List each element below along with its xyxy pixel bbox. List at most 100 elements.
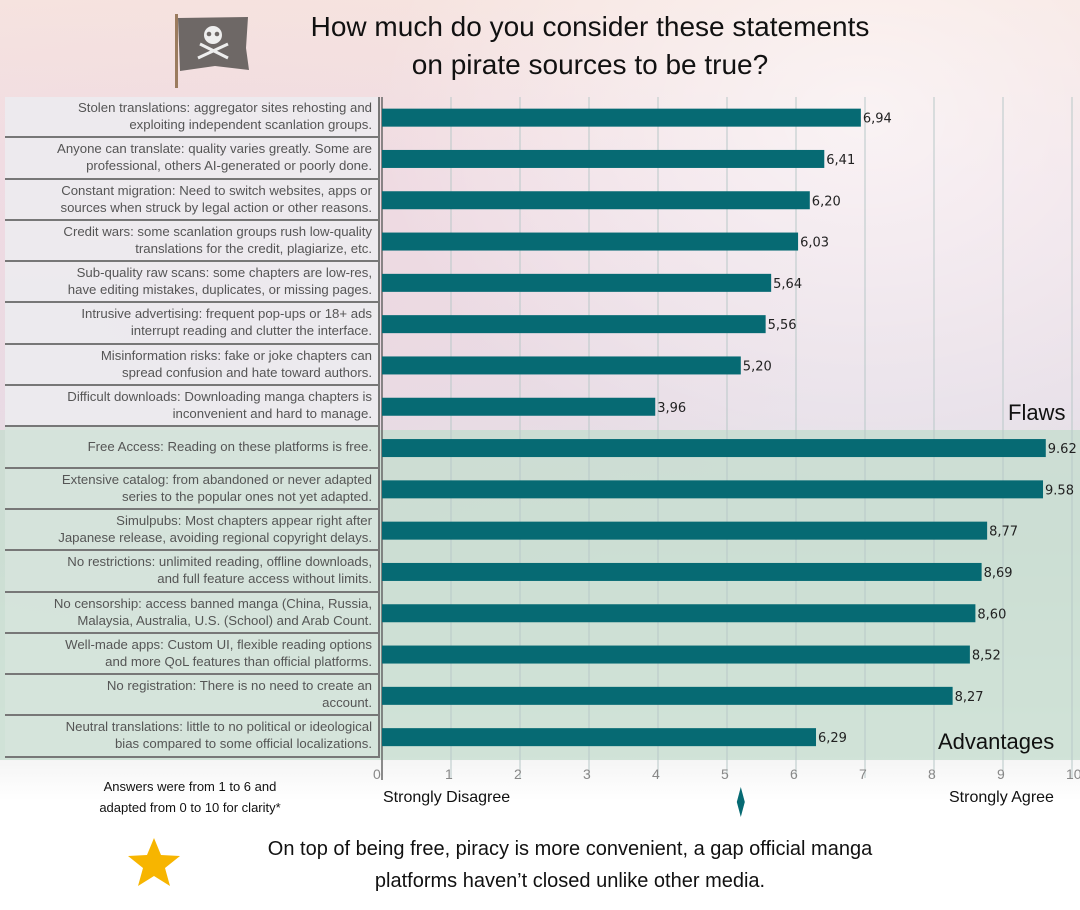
bar — [382, 232, 799, 251]
category-label: Extensive catalog: from abandoned or nev… — [5, 468, 380, 510]
group-label-flaws: Flaws — [1008, 400, 1066, 425]
bar — [382, 191, 810, 210]
category-label-line: Constant migration: Need to switch websi… — [61, 182, 372, 198]
category-label-line: No censorship: access banned manga (Chin… — [53, 595, 372, 611]
footer-line-2: platforms haven’t closed unlike other me… — [374, 870, 766, 892]
category-label-line: Malaysia, Australia, U.S. (School) and A… — [77, 612, 372, 628]
bar-value-label: 5,20 — [743, 359, 772, 374]
bar-value-label: 6,94 — [863, 112, 892, 127]
x-tick-label: 0 — [373, 766, 381, 782]
bar — [382, 562, 982, 581]
bar-value-label: 6,20 — [812, 194, 841, 209]
category-label-line: exploiting independent scanlation groups… — [129, 117, 372, 132]
bar — [382, 645, 970, 664]
note-line-1: Answers were from 1 to 6 and — [103, 779, 277, 794]
x-tick-label: 9 — [997, 766, 1005, 782]
category-label-line: Neutral translations: little to no polit… — [65, 719, 372, 735]
footer-line-1: On top of being free, piracy is more con… — [267, 838, 873, 860]
x-tick-label: 10 — [1066, 766, 1080, 782]
category-labels: Stolen translations: aggregator sites re… — [5, 97, 380, 758]
scale-note: Answers were from 1 to 6 and adapted fro… — [40, 776, 340, 818]
category-label: Free Access: Reading on these platforms … — [5, 427, 380, 469]
category-label-line: Credit wars: some scanlation groups rush… — [63, 223, 372, 239]
bar-value-label: 8,77 — [989, 525, 1018, 540]
category-label: Sub-quality raw scans: some chapters are… — [5, 262, 380, 304]
category-label: No censorship: access banned manga (Chin… — [5, 592, 380, 634]
category-label-line: Simulpubs: Most chapters appear right af… — [116, 512, 372, 528]
midpoint-diamond-icon — [736, 787, 745, 817]
x-tick-label: 2 — [514, 766, 522, 782]
note-line-2: adapted from 0 to 10 for clarity* — [99, 800, 281, 815]
category-label-line: Free Access: Reading on these platforms … — [87, 439, 372, 455]
bar — [382, 480, 1044, 499]
category-label-line: and full feature access without limits. — [157, 571, 372, 587]
category-label-line: No restrictions: unlimited reading, offl… — [67, 554, 372, 570]
bar — [382, 315, 766, 334]
category-label-line: Misinformation risks: fake or joke chapt… — [100, 347, 372, 363]
category-label: Simulpubs: Most chapters appear right af… — [5, 509, 380, 552]
scale-low-label: Strongly Disagree — [383, 789, 511, 806]
bar-value-label: 8,60 — [977, 607, 1006, 622]
bar — [382, 521, 988, 540]
bar-value-label: 5,56 — [768, 318, 797, 333]
bar-value-label: 8,52 — [972, 649, 1001, 664]
star-icon — [128, 838, 180, 886]
bar — [382, 273, 772, 292]
bar-value-label: 6,41 — [826, 153, 855, 168]
x-tick-label: 4 — [652, 766, 660, 782]
x-tick-label: 3 — [583, 766, 591, 782]
bar-chart: 0 1 2 3 4 5 6 7 8 9 10 6,94 6,41 6,20 6,03 5,64 5,56 5,20… — [373, 97, 1080, 817]
bar — [382, 728, 817, 747]
bar-value-label: 6,29 — [818, 731, 847, 746]
bar — [382, 108, 861, 127]
bar-value-label: 8,69 — [984, 566, 1013, 581]
pirate-flag-icon — [175, 14, 249, 88]
category-label-line: account. — [322, 695, 372, 711]
chart-title: How much do you consider these statement… — [240, 8, 940, 84]
category-label: Misinformation risks: fake or joke chapt… — [5, 344, 380, 387]
bar-value-label: 8,27 — [955, 690, 984, 705]
category-label-line: professional, others AI-generated or poo… — [86, 158, 372, 174]
title-line-1: How much do you consider these statement… — [310, 11, 870, 42]
category-label: Intrusive advertising: frequent pop-ups … — [5, 303, 380, 345]
bar — [382, 149, 825, 168]
category-label-line: sources when struck by legal action or o… — [60, 199, 372, 215]
category-label-line: and more QoL features than official plat… — [105, 653, 372, 669]
category-label: Anyone can translate: quality varies gre… — [5, 138, 380, 180]
category-label-line: bias compared to some official localizat… — [114, 736, 372, 752]
bar-value-label: 6,03 — [800, 236, 829, 251]
category-label-line: have editing mistakes, duplicates, or mi… — [67, 282, 372, 298]
bar — [382, 439, 1046, 458]
x-tick-label: 1 — [445, 766, 453, 782]
category-label-line: interrupt reading and clutter the interf… — [130, 323, 372, 339]
category-label: Neutral translations: little to no polit… — [5, 716, 380, 758]
footer-caption: On top of being free, piracy is more con… — [200, 833, 940, 897]
category-label: Stolen translations: aggregator sites re… — [5, 97, 380, 139]
title-line-2: on pirate sources to be true? — [411, 49, 769, 80]
group-label-advantages: Advantages — [938, 729, 1055, 754]
category-label: No registration: There is no need to cre… — [5, 675, 380, 717]
category-label: Well-made apps: Custom UI, flexible read… — [5, 633, 380, 676]
category-label-line: Intrusive advertising: frequent pop-ups … — [81, 306, 372, 322]
category-label-line: No registration: There is no need to cre… — [106, 678, 372, 694]
x-tick-label: 8 — [928, 766, 936, 782]
category-label: No restrictions: unlimited reading, offl… — [5, 551, 380, 593]
category-label-line: Sub-quality raw scans: some chapters are… — [76, 265, 372, 281]
bar — [382, 686, 953, 705]
category-label-line: translations for the credit, plagiarize,… — [135, 240, 372, 256]
x-tick-label: 6 — [790, 766, 798, 782]
category-label: Constant migration: Need to switch websi… — [5, 179, 380, 221]
x-tick-label: 7 — [859, 766, 867, 782]
category-label-line: inconvenient and hard to manage. — [172, 406, 372, 422]
bar-value-label: 9.58 — [1045, 483, 1074, 498]
bar-value-label: 9.62 — [1048, 442, 1077, 457]
category-label-line: Well-made apps: Custom UI, flexible read… — [65, 636, 372, 652]
x-tick-label: 5 — [721, 766, 729, 782]
bar — [382, 356, 741, 375]
bar-value-label: 5,64 — [773, 277, 802, 292]
category-label-line: spread confusion and hate toward authors… — [122, 364, 372, 380]
category-label-line: Anyone can translate: quality varies gre… — [57, 141, 372, 157]
bar — [382, 397, 656, 416]
category-label-line: Japanese release, avoiding regional copy… — [58, 529, 372, 545]
bar — [382, 604, 976, 623]
